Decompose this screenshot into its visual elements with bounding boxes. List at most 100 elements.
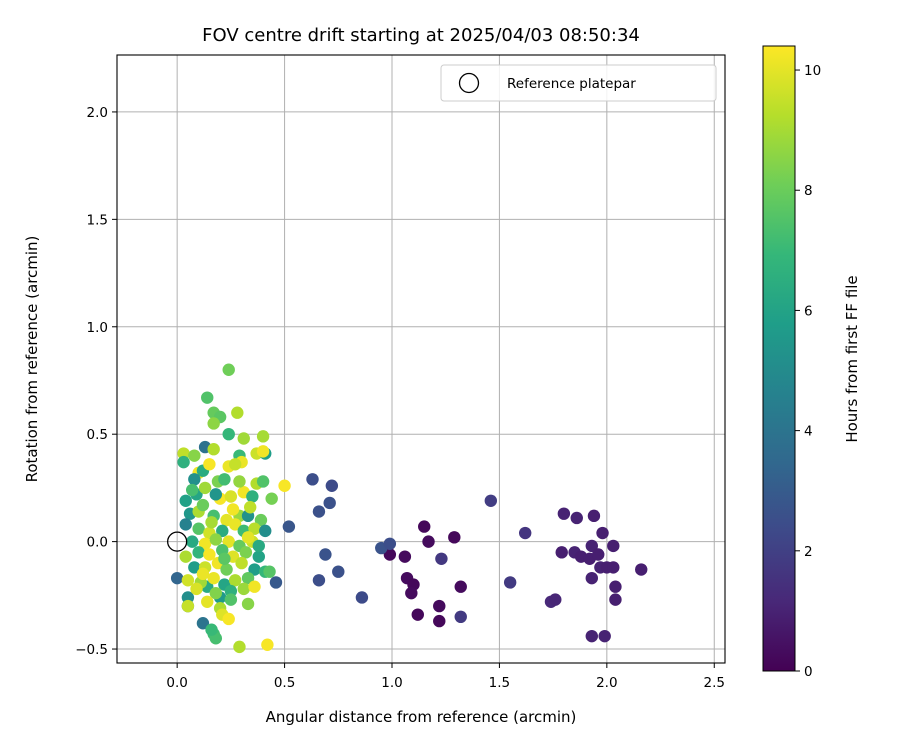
data-point: [585, 629, 598, 643]
data-point: [222, 612, 235, 626]
data-point: [209, 488, 223, 501]
data-point: [209, 586, 223, 600]
reference-marker-layer: [167, 531, 188, 552]
data-point: [265, 492, 278, 505]
data-point: [222, 363, 235, 376]
y-axis-ticks: −0.5 0.0 0.5 1.0 1.5 2.0: [75, 105, 117, 658]
data-point: [263, 565, 276, 578]
data-point: [323, 496, 336, 510]
data-point: [433, 599, 446, 613]
data-point: [252, 539, 265, 553]
data-point: [609, 593, 622, 606]
data-point: [235, 556, 248, 570]
data-point: [196, 617, 210, 630]
data-point: [224, 584, 238, 598]
data-point: [244, 501, 257, 514]
data-point: [181, 591, 195, 604]
data-point: [609, 580, 622, 593]
data-point: [185, 535, 199, 548]
data-point: [224, 490, 238, 503]
data-point: [383, 537, 397, 550]
data-point: [549, 593, 562, 606]
data-point: [503, 576, 517, 589]
data-point: [237, 432, 250, 445]
data-point: [411, 608, 424, 621]
data-point: [196, 498, 210, 512]
y-tick-label: 0.5: [87, 427, 108, 443]
data-point: [192, 546, 205, 559]
data-point: [233, 640, 246, 654]
data-point: [246, 490, 259, 503]
colorbar-tick-label: 10: [804, 63, 821, 79]
data-point: [201, 595, 214, 608]
data-point: [635, 563, 648, 576]
data-point: [433, 614, 446, 628]
data-point: [585, 571, 598, 585]
data-point: [598, 629, 611, 643]
colorbar-tick-label: 8: [804, 183, 813, 199]
data-point: [607, 561, 620, 574]
data-point: [207, 417, 220, 430]
y-tick-label: 2.0: [87, 105, 108, 121]
data-point: [239, 546, 253, 559]
data-point: [196, 567, 210, 581]
data-point: [570, 511, 583, 525]
y-tick-label: 1.5: [87, 212, 108, 228]
colorbar-tick-label: 2: [804, 544, 813, 560]
data-point: [218, 473, 231, 486]
data-point: [185, 483, 199, 497]
plot-frame: [116, 54, 726, 664]
data-point: [596, 526, 609, 540]
data-point: [269, 576, 283, 589]
data-point: [179, 518, 192, 531]
data-point: [205, 516, 218, 529]
data-point: [220, 563, 233, 576]
legend: Reference platepar: [440, 64, 717, 102]
data-point: [557, 507, 571, 520]
data-point: [256, 475, 270, 488]
data-point: [405, 586, 418, 600]
data-point: [181, 574, 195, 587]
x-axis-label: Angular distance from reference (arcmin): [266, 708, 577, 726]
data-point: [181, 599, 195, 613]
colorbar: 0 2 4 6 8 10 Hours from first FF file: [762, 45, 861, 680]
data-point: [355, 591, 369, 604]
data-point: [203, 458, 216, 471]
x-tick-label: 0.0: [166, 675, 187, 691]
data-point: [188, 473, 201, 486]
data-point: [607, 539, 620, 553]
x-tick-label: 1.5: [489, 675, 510, 691]
data-point: [190, 582, 203, 596]
data-point: [518, 526, 532, 540]
data-points: [170, 363, 648, 654]
data-point: [418, 520, 431, 533]
data-point: [241, 531, 255, 544]
data-point: [587, 509, 601, 523]
data-point: [278, 479, 291, 492]
data-point: [312, 505, 326, 518]
data-point: [435, 552, 448, 566]
data-point: [248, 580, 261, 593]
data-point: [192, 522, 205, 535]
x-tick-label: 2.0: [596, 675, 617, 691]
data-point: [398, 550, 412, 563]
data-point: [228, 458, 242, 471]
x-axis-ticks: 0.0 0.5 1.0 1.5 2.0 2.5: [166, 663, 725, 691]
colorbar-tick-label: 4: [804, 424, 813, 440]
data-point: [237, 582, 250, 596]
data-point: [203, 548, 216, 561]
data-point: [422, 535, 435, 548]
data-point: [179, 494, 192, 507]
chart-title: FOV centre drift starting at 2025/04/03 …: [202, 25, 640, 46]
y-tick-label: 0.0: [87, 535, 108, 551]
data-point: [454, 580, 467, 593]
data-point: [228, 518, 242, 531]
legend-label: Reference platepar: [507, 76, 636, 92]
data-point: [207, 443, 220, 456]
y-axis-label: Rotation from reference (arcmin): [23, 236, 41, 483]
data-point: [306, 473, 319, 486]
x-tick-label: 1.0: [381, 675, 402, 691]
data-point: [484, 494, 498, 507]
data-point: [205, 623, 218, 636]
data-point: [218, 552, 231, 566]
